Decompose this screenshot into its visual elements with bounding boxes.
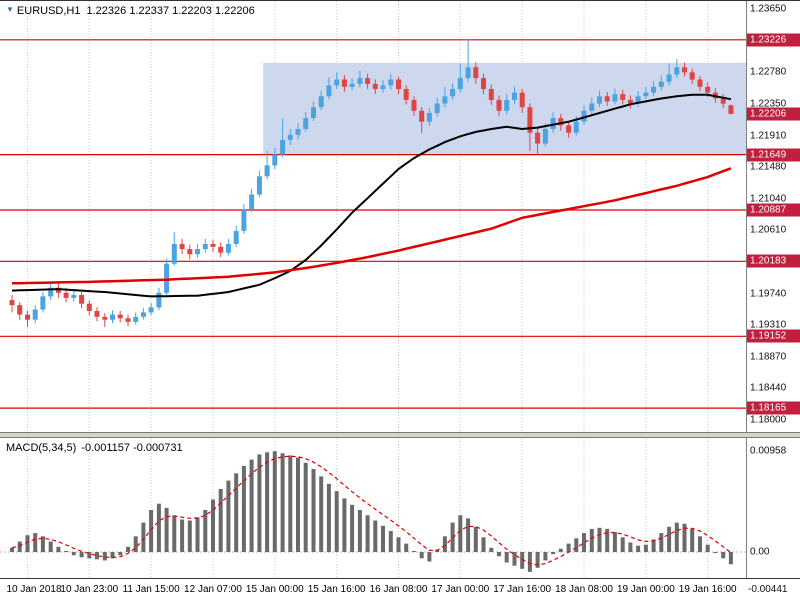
- macd-values: -0.001157 -0.000731: [81, 442, 183, 454]
- price-axis: 1.23650 1.22780 1.22350 1.21910 1.21480 1.210…: [746, 1, 800, 600]
- time-label: 18 Jan 08:00: [555, 584, 613, 595]
- macd-scale-max: 0.00958: [750, 445, 787, 457]
- time-label: 15 Jan 16:00: [307, 584, 366, 595]
- ma-black-line: [11, 93, 732, 298]
- price-tick: 1.21480: [750, 161, 787, 173]
- price-tick: 1.19310: [750, 319, 787, 331]
- symbol-timeframe: EURUSD,H1: [16, 5, 81, 17]
- macd-histogram: [10, 451, 733, 572]
- price-tick: 1.21910: [750, 130, 787, 142]
- price-tick: 1.18870: [750, 351, 787, 363]
- level-price-badge: 1.23226: [747, 33, 800, 47]
- price-tick: 1.19740: [750, 288, 787, 300]
- time-label: 16 Jan 08:00: [369, 584, 428, 595]
- time-label: 19 Jan 16:00: [678, 584, 737, 595]
- symbol-marker-icon: ▼: [6, 5, 14, 14]
- price-tick: 1.23650: [750, 3, 787, 15]
- level-price-badge: 1.18165: [747, 401, 800, 415]
- current-price-badge: 1.22206: [747, 107, 800, 121]
- time-label: 12 Jan 07:00: [184, 584, 242, 595]
- price-tick: 1.21040: [750, 193, 787, 205]
- macd-chart[interactable]: [0, 438, 746, 578]
- macd-scale-min: -0.00441: [748, 584, 788, 595]
- level-price-badge: 1.20887: [747, 203, 800, 217]
- price-tick: 1.18440: [750, 382, 787, 394]
- ma-red-line: [11, 167, 732, 285]
- macd-scale-zero: 0.00: [750, 546, 770, 558]
- candles: [9, 39, 734, 327]
- level-price-badge: 1.20183: [747, 254, 800, 268]
- price-tick: 1.22780: [750, 66, 787, 78]
- price-tick: 1.18000: [750, 414, 787, 426]
- macd-signal-line: [11, 455, 732, 566]
- time-label: 17 Jan 16:00: [493, 584, 552, 595]
- time-label: 19 Jan 00:00: [616, 584, 675, 595]
- time-axis: -0.00441 10 Jan 2018 10 Jan 23:00 11 Jan 15…: [0, 578, 800, 600]
- price-tick: 1.22350: [750, 98, 787, 110]
- level-lines: [0, 39, 746, 409]
- time-label: 15 Jan 00:00: [245, 584, 304, 595]
- chart-header: ▼ EURUSD,H1 1.22326 1.22337 1.22203 1.2220…: [6, 5, 255, 17]
- level-price-badge: 1.19152: [747, 329, 800, 343]
- time-label: 11 Jan 15:00: [122, 584, 180, 595]
- time-label: 10 Jan 23:00: [60, 584, 119, 595]
- panel-separator[interactable]: [0, 432, 800, 438]
- ohlc-values: 1.22326 1.22337 1.22203 1.22206: [86, 5, 255, 17]
- level-price-badge: 1.21649: [747, 148, 800, 162]
- time-label: 10 Jan 2018: [6, 584, 62, 595]
- macd-label: MACD(5,34,5) -0.001157 -0.000731: [6, 442, 183, 454]
- macd-gridlines: [26, 438, 709, 578]
- time-label: 17 Jan 00:00: [431, 584, 490, 595]
- macd-name: MACD(5,34,5): [6, 442, 77, 454]
- price-tick: 1.20610: [750, 224, 787, 236]
- price-chart[interactable]: [0, 1, 746, 432]
